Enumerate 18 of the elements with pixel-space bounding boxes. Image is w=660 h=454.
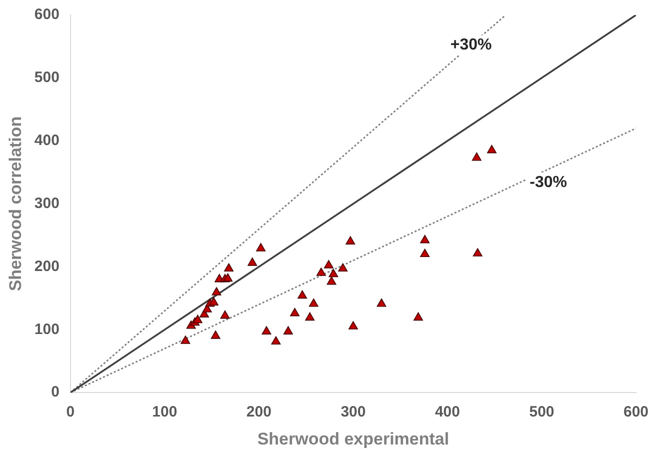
y-tick-label: 200 xyxy=(34,258,60,275)
x-tick-label: 400 xyxy=(434,404,460,421)
y-tick-label: 600 xyxy=(34,6,60,24)
x-tick-label: 600 xyxy=(623,404,649,421)
y-tick-label: 500 xyxy=(34,69,60,86)
y-axis-title: Sherwood correlation xyxy=(6,116,25,292)
y-tick-label: 400 xyxy=(34,132,60,150)
x-tick-label: 300 xyxy=(340,404,366,421)
x-tick-label: 500 xyxy=(529,404,554,421)
x-tick-label: 0 xyxy=(66,404,75,421)
x-axis-title: Sherwood experimental xyxy=(257,429,450,448)
y-tick-label: 0 xyxy=(51,384,60,401)
y-tick-label: 100 xyxy=(34,320,60,338)
x-tick-label: 200 xyxy=(246,404,272,421)
annotation: -30% xyxy=(530,174,568,191)
x-tick-label: 100 xyxy=(152,404,178,421)
annotation: +30% xyxy=(450,36,492,54)
y-tick-label: 300 xyxy=(34,194,60,212)
